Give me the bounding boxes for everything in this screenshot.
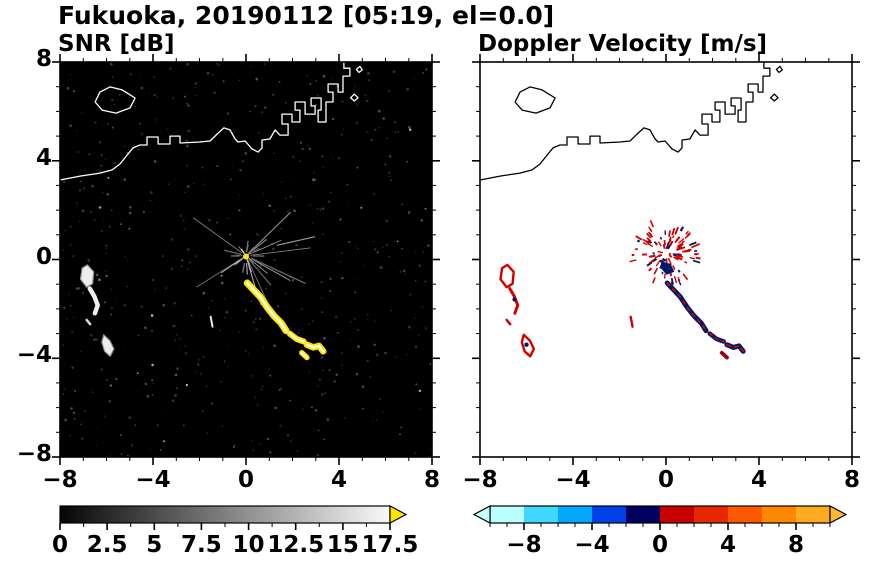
snr-plot (52, 54, 440, 465)
coastline-mainland-coast (59, 62, 351, 181)
snr-colorbar-label: 17.5 (361, 532, 419, 558)
x-tick-label: −4 (135, 467, 171, 493)
snr-colorbar-canvas (59, 505, 408, 530)
coastline-islet-1 (349, 93, 359, 102)
snr-center-dot-echo (243, 253, 249, 260)
x-tick-label: 0 (237, 467, 255, 493)
echo-arc-upper-echo-core (246, 281, 288, 332)
echo-arc-mid-echo-core (288, 332, 305, 343)
x-tick-label: 0 (657, 467, 675, 493)
velocity-plot-canvas (472, 54, 860, 465)
vel-red-dash-right-echo (691, 243, 700, 249)
radar-spoke-layer (192, 211, 311, 302)
y-tick-label: −4 (16, 342, 52, 369)
y-tick-label: 0 (35, 243, 52, 270)
small-dash-echo (209, 315, 214, 328)
x-tick-label: 8 (423, 467, 441, 493)
cluster-speck-echo (85, 318, 92, 326)
velocity-colorbar-segments (490, 506, 830, 523)
vel-center-navy-blob-echo (660, 261, 675, 275)
velocity-colorbar (472, 505, 850, 538)
y-tick-label: −8 (16, 441, 52, 467)
snr-colorbar-label: 7.5 (181, 532, 222, 558)
coastline-islet-2 (775, 65, 783, 74)
velocity-colorbar-label: 4 (719, 532, 737, 558)
x-tick-label: 8 (843, 467, 861, 493)
snr-colorbar-ticks (59, 523, 391, 530)
small-dash-echo (629, 315, 634, 328)
cluster-navy-dot-2-echo (512, 297, 517, 302)
panel-title-snr: SNR [dB] (58, 31, 175, 57)
cluster-speck-echo (505, 318, 512, 326)
axis-tick-layer (52, 54, 440, 465)
velocity-colorbar-label: −4 (574, 532, 610, 558)
snr-colorbar-label: 12.5 (267, 532, 325, 558)
streak-right-echo (276, 236, 316, 246)
velocity-colorbar-canvas (472, 505, 848, 530)
snr-colorbar-label: 5 (146, 532, 163, 558)
snr-colorbar-label: 0 (51, 532, 69, 558)
x-tick-label: 4 (330, 467, 348, 493)
velocity-over-arrow (829, 505, 848, 524)
cluster-blob-bottom-echo (101, 334, 115, 357)
velocity-colorbar-ticks (489, 523, 831, 530)
x-tick-label: 4 (750, 467, 768, 493)
echo-blob-low-echo-core (300, 351, 308, 359)
cluster-blob-top-echo (499, 263, 515, 289)
echo-arc-upper-echo-core (666, 282, 707, 332)
panel-title-velocity: Doppler Velocity [m/s] (478, 31, 768, 57)
cluster-arc-echo (87, 286, 100, 316)
coastline-islet-2 (355, 65, 363, 74)
coastline-mainland-coast (479, 62, 771, 181)
cluster-arc-echo (508, 287, 520, 315)
cluster-navy-dot-1-echo (524, 342, 529, 347)
velocity-colorbar-label: −8 (506, 532, 542, 558)
velocity-under-arrow (472, 505, 491, 524)
echo-blob-low-echo-core (721, 352, 728, 359)
coastline-island (94, 86, 136, 114)
coastline-island (514, 86, 556, 114)
snr-colorbar (59, 505, 420, 538)
y-tick-label: 4 (35, 144, 52, 171)
velocity-plot (472, 54, 860, 465)
coastline-islet-1 (769, 93, 779, 102)
snr-colorbar-label: 15 (326, 532, 359, 558)
noise-speckle-layer (62, 62, 432, 457)
y-tick-label: 8 (35, 46, 52, 72)
snr-colorbar-bar (59, 505, 391, 524)
axis-tick-layer (472, 54, 860, 465)
echo-arc-mid-echo-core (708, 332, 725, 343)
echo-blob-right-echo-core (305, 343, 325, 353)
figure-title: Fukuoka, 20190112 [05:19, el=0.0] (58, 1, 555, 30)
x-tick-label: −4 (555, 467, 591, 493)
snr-plot-canvas (52, 54, 440, 465)
cluster-blob-bottom-echo (520, 333, 536, 358)
cluster-blob-top-echo (79, 264, 95, 288)
velocity-colorbar-label: 0 (651, 532, 669, 558)
snr-colorbar-label: 10 (232, 532, 265, 558)
snr-over-arrow (389, 505, 408, 524)
snr-colorbar-label: 2.5 (86, 532, 128, 558)
echo-blob-right-echo-core (726, 343, 745, 353)
velocity-colorbar-label: 8 (787, 532, 805, 558)
x-tick-label: −8 (462, 467, 498, 493)
x-tick-label: −8 (42, 467, 78, 493)
